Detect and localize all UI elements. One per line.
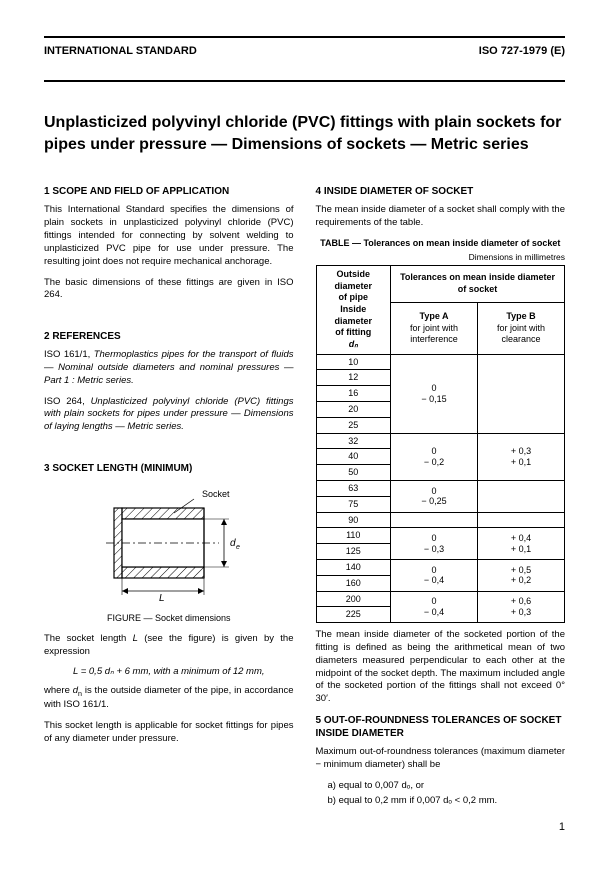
s3-head: 3 SOCKET LENGTH (MINIMUM) [44, 462, 294, 475]
th-c1-sym: dₙ [321, 339, 387, 351]
table-row: 90 [316, 512, 565, 528]
cell-type-b: + 0,3+ 0,1 [478, 433, 565, 480]
cell-type-a: 0− 0,3 [391, 528, 478, 560]
figure-caption: FIGURE — Socket dimensions [44, 613, 294, 625]
cell-dn: 32 [316, 433, 391, 449]
s3-p1: The socket length L (see the figure) is … [44, 633, 294, 659]
s2-r1: ISO 161/1, Thermoplastics pipes for the … [44, 349, 294, 387]
table-title: TABLE — Tolerances on mean inside diamet… [316, 238, 566, 250]
cell-type-a: 0− 0,15 [391, 354, 478, 433]
cell-type-b [478, 354, 565, 433]
cell-dn: 125 [316, 544, 391, 560]
s1-p2: The basic dimensions of these fittings a… [44, 277, 294, 303]
cell-dn: 75 [316, 496, 391, 512]
table-row: 100− 0,15 [316, 354, 565, 370]
cell-dn: 25 [316, 417, 391, 433]
cell-dn: 160 [316, 575, 391, 591]
th-c2-l1: Type A [395, 311, 473, 323]
cell-type-b [478, 481, 565, 513]
table-title-text: TABLE — Tolerances on mean inside diamet… [320, 238, 560, 248]
table-row: 630− 0,25 [316, 481, 565, 497]
s3-p2-a: where [44, 685, 73, 696]
header: INTERNATIONAL STANDARD ISO 727-1979 (E) [44, 38, 565, 80]
table-row: 2000− 0,4+ 0,6+ 0,3 [316, 591, 565, 607]
s5-a: a) equal to 0,007 dₒ, or [328, 780, 566, 792]
cell-dn: 63 [316, 481, 391, 497]
page-number: 1 [44, 820, 565, 834]
s2-r1-code: ISO 161/1, [44, 349, 94, 360]
s1-p1: This International Standard specifies th… [44, 204, 294, 268]
cell-dn: 50 [316, 465, 391, 481]
left-column: 1 SCOPE AND FIELD OF APPLICATION This In… [44, 179, 294, 810]
cell-type-a: 0− 0,4 [391, 591, 478, 623]
s5-head: 5 OUT-OF-ROUNDNESS TOLERANCES OF SOCKET … [316, 714, 566, 740]
s5-list: a) equal to 0,007 dₒ, or b) equal to 0,2… [328, 780, 566, 808]
page-title: Unplasticized polyvinyl chloride (PVC) f… [44, 112, 565, 155]
s2-r2: ISO 264, Unplasticized polyvinyl chlorid… [44, 396, 294, 434]
s4-p2: The mean inside diameter of the socketed… [316, 629, 566, 706]
header-left: INTERNATIONAL STANDARD [44, 44, 197, 58]
cell-dn: 200 [316, 591, 391, 607]
th-col3: Type B for joint with clearance [478, 303, 565, 355]
s5-b: b) equal to 0,2 mm if 0,007 dₒ < 0,2 mm. [328, 795, 566, 807]
s3-p3: This socket length is applicable for soc… [44, 720, 294, 746]
s4-p1: The mean inside diameter of a socket sha… [316, 204, 566, 230]
tolerance-table: Outside diameter of pipe Inside diameter… [316, 265, 566, 623]
rule-under-header [44, 80, 565, 82]
th-c2-l2: for joint with [395, 323, 473, 335]
table-row: 1400− 0,4+ 0,5+ 0,2 [316, 560, 565, 576]
cell-type-a: 0− 0,4 [391, 560, 478, 592]
table-row: 1100− 0,3+ 0,4+ 0,1 [316, 528, 565, 544]
th-col2: Type A for joint with interference [391, 303, 478, 355]
table-row: 320− 0,2+ 0,3+ 0,1 [316, 433, 565, 449]
cell-dn: 110 [316, 528, 391, 544]
th-c1-l2: of pipe [321, 292, 387, 304]
svg-text:e: e [236, 544, 240, 551]
s2-head: 2 REFERENCES [44, 330, 294, 343]
th-col1: Outside diameter of pipe Inside diameter… [316, 265, 391, 354]
s3-p1-a: The socket length [44, 633, 133, 644]
cell-dn: 16 [316, 386, 391, 402]
cell-type-b: + 0,5+ 0,2 [478, 560, 565, 592]
cell-type-b [478, 512, 565, 528]
socket-figure: Socket d e L [44, 483, 294, 607]
th-c1-l1: Outside diameter [321, 269, 387, 292]
th-c3-l1: Type B [482, 311, 560, 323]
s5-p1: Maximum out-of-roundness tolerances (max… [316, 746, 566, 772]
cell-type-b: + 0,4+ 0,1 [478, 528, 565, 560]
th-c1-l4: of fitting [321, 327, 387, 339]
cell-dn: 10 [316, 354, 391, 370]
th-c3-l2: for joint with [482, 323, 560, 335]
right-column: 4 INSIDE DIAMETER OF SOCKET The mean ins… [316, 179, 566, 810]
cell-dn: 12 [316, 370, 391, 386]
fig-socket-label: Socket [202, 489, 230, 499]
cell-dn: 20 [316, 402, 391, 418]
s3-formula: L = 0,5 dₙ + 6 mm, with a minimum of 12 … [44, 666, 294, 678]
fig-caption-text: FIGURE — Socket dimensions [107, 613, 231, 623]
cell-dn: 90 [316, 512, 391, 528]
th-c1-l3: Inside diameter [321, 304, 387, 327]
cell-type-a: 0− 0,2 [391, 433, 478, 480]
th-c2-l3: interference [395, 334, 473, 346]
s1-head: 1 SCOPE AND FIELD OF APPLICATION [44, 185, 294, 198]
cell-type-a [391, 512, 478, 528]
cell-dn: 225 [316, 607, 391, 623]
header-right: ISO 727-1979 (E) [479, 44, 565, 58]
th-c3-l3: clearance [482, 334, 560, 346]
content-columns: 1 SCOPE AND FIELD OF APPLICATION This In… [44, 179, 565, 810]
cell-dn: 140 [316, 560, 391, 576]
s4-head: 4 INSIDE DIAMETER OF SOCKET [316, 185, 566, 198]
s3-p2: where dn is the outside diameter of the … [44, 685, 294, 712]
s2-r2-code: ISO 264, [44, 396, 91, 407]
svg-text:L: L [159, 593, 165, 603]
cell-type-a: 0− 0,25 [391, 481, 478, 513]
th-col23: Tolerances on mean inside diameter of so… [391, 265, 565, 302]
cell-type-b: + 0,6+ 0,3 [478, 591, 565, 623]
cell-dn: 40 [316, 449, 391, 465]
table-units: Dimensions in millimetres [316, 252, 566, 263]
